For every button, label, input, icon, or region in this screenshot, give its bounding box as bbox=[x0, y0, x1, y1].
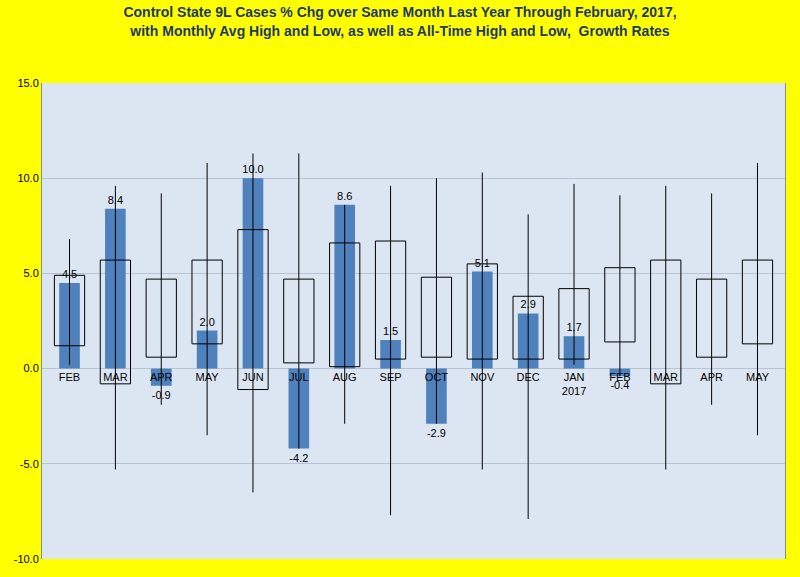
svg-text:FEB: FEB bbox=[609, 371, 630, 383]
svg-text:8.6: 8.6 bbox=[337, 190, 352, 202]
svg-text:NOV: NOV bbox=[470, 371, 495, 383]
svg-text:FEB: FEB bbox=[59, 371, 80, 383]
svg-text:-4.2: -4.2 bbox=[289, 452, 308, 464]
svg-text:MAY: MAY bbox=[196, 371, 220, 383]
svg-text:JAN2017: JAN2017 bbox=[562, 371, 586, 397]
svg-text:10.0: 10.0 bbox=[17, 172, 38, 184]
svg-text:1.5: 1.5 bbox=[383, 325, 398, 337]
svg-text:2.0: 2.0 bbox=[199, 316, 214, 328]
svg-text:APR: APR bbox=[150, 371, 173, 383]
svg-text:8.4: 8.4 bbox=[108, 194, 123, 206]
svg-text:1.7: 1.7 bbox=[566, 321, 581, 333]
svg-text:-5.0: -5.0 bbox=[20, 458, 39, 470]
svg-text:-0.4: -0.4 bbox=[610, 379, 629, 391]
svg-text:5.1: 5.1 bbox=[475, 257, 490, 269]
svg-text:-10.0: -10.0 bbox=[14, 553, 39, 565]
svg-text:JUN: JUN bbox=[242, 371, 263, 383]
svg-text:0.0: 0.0 bbox=[24, 362, 39, 374]
svg-text:MAR: MAR bbox=[654, 371, 679, 383]
svg-text:Control State 9L Cases % Chg o: Control State 9L Cases % Chg over Same M… bbox=[123, 4, 676, 38]
svg-text:-0.9: -0.9 bbox=[152, 389, 171, 401]
svg-text:SEP: SEP bbox=[380, 371, 402, 383]
svg-text:-2.9: -2.9 bbox=[427, 427, 446, 439]
svg-text:5.0: 5.0 bbox=[24, 267, 39, 279]
svg-text:APR: APR bbox=[700, 371, 723, 383]
svg-text:AUG: AUG bbox=[333, 371, 357, 383]
svg-text:2.9: 2.9 bbox=[521, 298, 536, 310]
svg-text:15.0: 15.0 bbox=[17, 77, 38, 89]
svg-text:DEC: DEC bbox=[517, 371, 540, 383]
svg-text:MAY: MAY bbox=[746, 371, 770, 383]
svg-text:JUL: JUL bbox=[289, 371, 309, 383]
svg-text:OCT: OCT bbox=[425, 371, 449, 383]
svg-text:10.0: 10.0 bbox=[242, 163, 263, 175]
svg-text:MAR: MAR bbox=[103, 371, 128, 383]
svg-text:4.5: 4.5 bbox=[62, 268, 77, 280]
